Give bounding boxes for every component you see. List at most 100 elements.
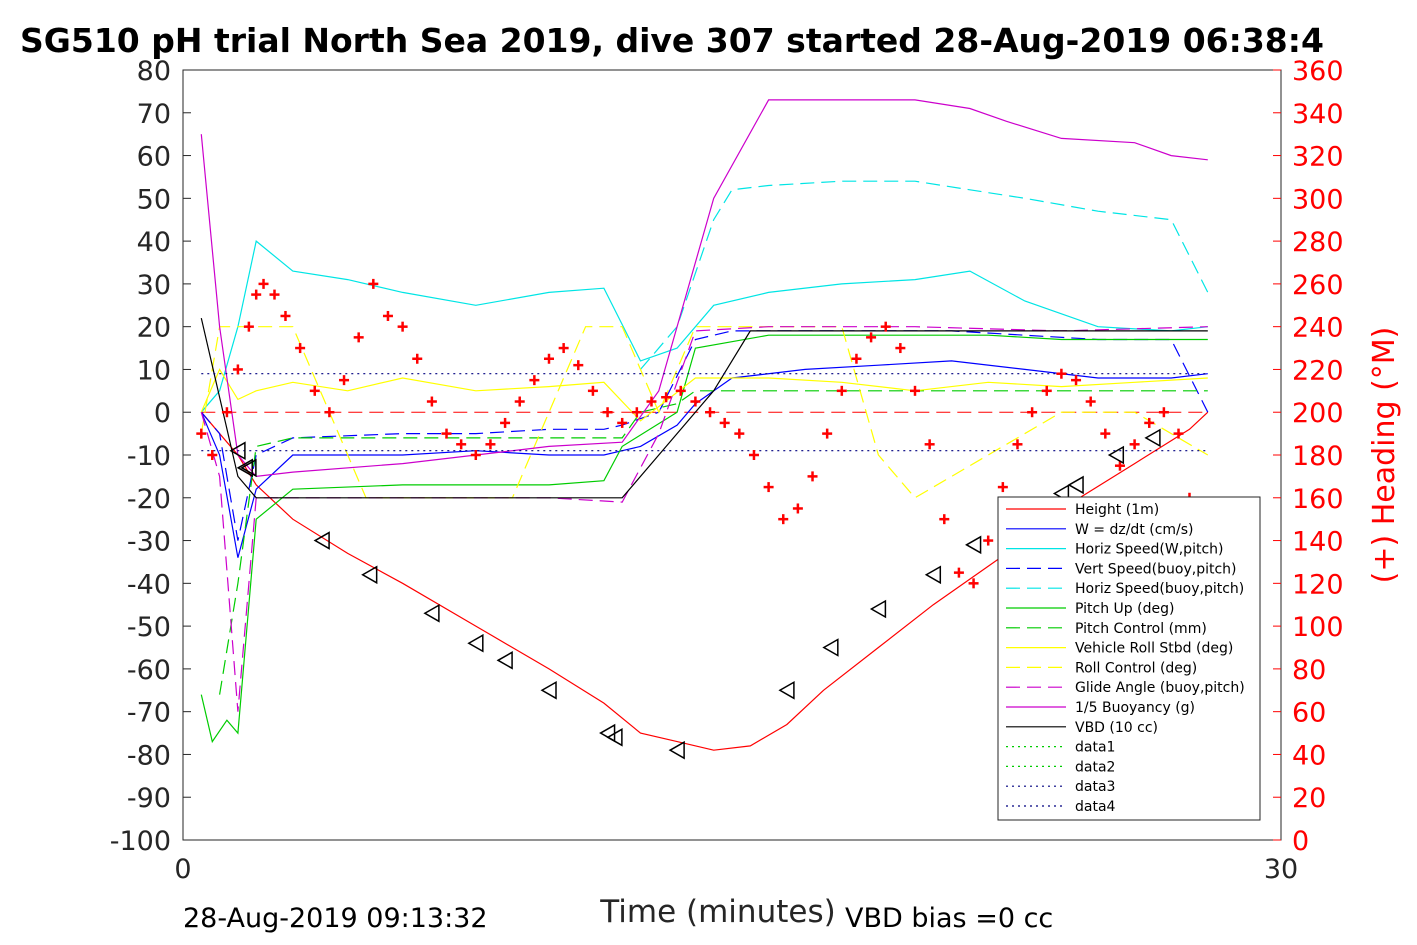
footer-timestamp: 28-Aug-2019 09:13:32 — [183, 903, 488, 934]
heading-point — [280, 310, 291, 321]
heading-point — [983, 535, 994, 546]
legend-label: Pitch Control (mm) — [1075, 621, 1207, 637]
heading-point — [1144, 417, 1155, 428]
heading-point — [207, 450, 218, 460]
heading-point — [1085, 396, 1096, 407]
heading-point — [441, 428, 452, 439]
legend-label: 1/5 Buoyancy (g) — [1075, 700, 1195, 716]
heading-point — [1100, 428, 1111, 439]
y2-tick-label: 0 — [1292, 826, 1309, 857]
x-tick-label-1: 30 — [1264, 854, 1298, 885]
y2-tick-label: 320 — [1292, 142, 1344, 173]
heading-point — [587, 385, 598, 396]
heading-point — [456, 439, 467, 450]
y2-tick-label: 360 — [1292, 56, 1344, 87]
y-tick-label: -50 — [127, 612, 171, 643]
heading-point — [939, 514, 950, 525]
depth-marker — [965, 535, 982, 555]
y-tick-label: -20 — [127, 484, 171, 515]
y-tick-label: -40 — [127, 569, 171, 600]
heading-point — [353, 332, 364, 343]
heading-point — [792, 503, 803, 514]
heading-point — [968, 578, 979, 589]
y-tick-label: -80 — [127, 740, 171, 771]
y2-tick-label: 100 — [1292, 612, 1344, 643]
legend-label: Roll Control (deg) — [1075, 660, 1197, 676]
heading-point — [924, 439, 935, 450]
series-line-7 — [200, 368, 1208, 422]
heading-point — [1129, 439, 1140, 450]
heading-point — [324, 407, 335, 418]
heading-point — [573, 360, 584, 371]
heading-point — [1041, 385, 1052, 396]
depth-marker — [778, 680, 795, 700]
depth-marker — [423, 603, 440, 623]
heading-point — [1173, 428, 1184, 439]
series-line-5 — [200, 334, 1208, 744]
heading-point — [705, 407, 716, 418]
y2-axis-label: (+) Heading (°M) — [1367, 327, 1402, 584]
heading-point — [719, 417, 730, 428]
y2-tick-label: 280 — [1292, 227, 1344, 258]
heading-point — [822, 428, 833, 439]
depth-marker — [361, 565, 378, 585]
y2-tick-label: 260 — [1292, 270, 1344, 301]
legend-label: Horiz Speed(W,pitch) — [1075, 542, 1223, 558]
y-tick-label: -100 — [110, 826, 171, 857]
x-axis-label: Time (minutes) — [599, 894, 835, 930]
heading-point — [426, 396, 437, 407]
heading-point — [232, 364, 243, 375]
heading-point — [851, 353, 862, 364]
footer-vbd-bias: VBD bias =0 cc — [845, 903, 1053, 934]
legend: Height (1m) W = dz/dt (cm/s) Horiz Speed(W… — [997, 496, 1261, 821]
heading-point — [1071, 375, 1082, 386]
depth-marker — [240, 458, 257, 478]
heading-point — [295, 343, 306, 354]
heading-point — [558, 343, 569, 354]
heading-point — [997, 482, 1008, 493]
depth-marker — [467, 633, 484, 653]
depth-marker — [496, 651, 513, 670]
heading-point — [1056, 368, 1067, 379]
y2-tick-label: 180 — [1292, 441, 1344, 472]
legend-label: Glide Angle (buoy,pitch) — [1075, 680, 1245, 696]
legend-label: Vehicle Roll Stbd (deg) — [1075, 641, 1233, 657]
legend-label: Pitch Up (deg) — [1075, 601, 1174, 617]
heading-point — [675, 385, 686, 396]
y2-tick-label: 340 — [1292, 99, 1344, 130]
legend-label: VBD (10 cc) — [1075, 720, 1158, 736]
heading-point — [368, 278, 379, 289]
heading-point — [221, 407, 232, 418]
legend-label: Height (1m) — [1075, 502, 1159, 518]
depth-marker — [1107, 445, 1125, 465]
heading-point — [514, 396, 525, 407]
heading-point — [646, 396, 657, 407]
y-tick-label: 40 — [137, 227, 171, 258]
heading-point — [778, 514, 789, 525]
y-axis-left-ticks: 80 70 60 50 40 30 20 10 0 -10 -20 -30 -40 -50 -60 -70 -8… — [110, 56, 191, 857]
heading-point — [880, 321, 891, 332]
heading-point — [617, 417, 628, 428]
y-tick-label: -70 — [127, 698, 171, 729]
depth-marker — [540, 680, 557, 700]
heading-point — [734, 428, 745, 439]
heading-point — [196, 428, 207, 439]
heading-point — [397, 321, 408, 332]
heading-point — [910, 385, 920, 396]
series-line-8 — [200, 326, 1209, 499]
y2-tick-label: 140 — [1292, 527, 1344, 558]
y-tick-label: 30 — [137, 270, 171, 301]
depth-marker — [869, 599, 887, 619]
y2-tick-label: 240 — [1292, 313, 1344, 344]
series-line-3 — [200, 330, 1209, 541]
y2-tick-label: 160 — [1292, 484, 1344, 515]
y-tick-label: -30 — [127, 527, 171, 558]
heading-point — [866, 332, 877, 343]
y2-tick-label: 300 — [1292, 184, 1344, 215]
heading-point — [269, 289, 280, 300]
y2-tick-label: 80 — [1292, 655, 1326, 686]
heading-point — [895, 343, 906, 354]
heading-point — [309, 385, 320, 396]
heading-point — [339, 375, 350, 386]
